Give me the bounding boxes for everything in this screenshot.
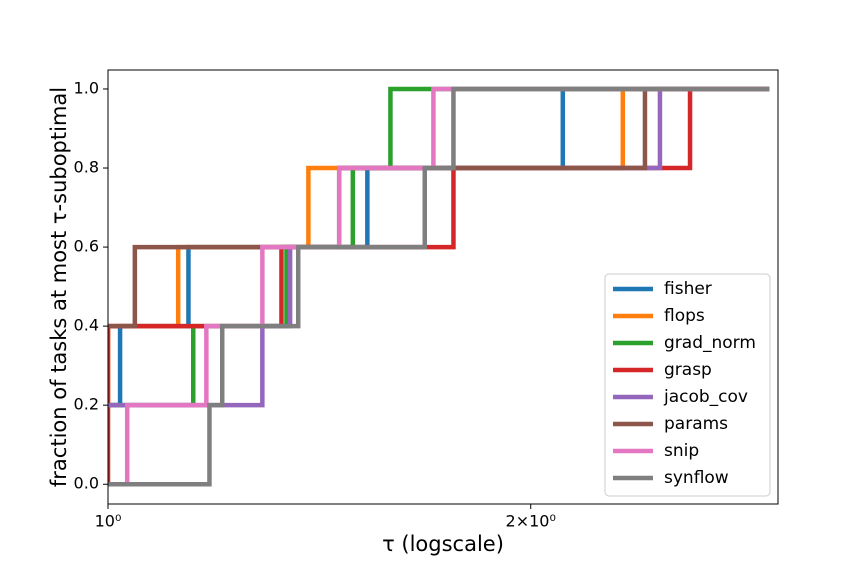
- y-tick-label: 0.4: [74, 316, 99, 335]
- plot-area: [108, 86, 770, 487]
- series-line: [108, 86, 770, 485]
- y-tick-label: 0.2: [74, 395, 99, 414]
- y-tick-label: 0.8: [74, 158, 99, 177]
- x-axis-label: τ (logscale): [382, 532, 504, 556]
- plot-frame: [107, 69, 779, 505]
- series-line: [108, 86, 770, 487]
- legend-label: grad_norm: [664, 333, 756, 353]
- legend-label: fisher: [664, 279, 712, 299]
- legend-label: snip: [664, 441, 699, 461]
- y-axis-label: fraction of tasks at most τ-suboptimal: [47, 87, 71, 487]
- y-tick-label: 1.0: [74, 78, 99, 97]
- legend-label: flops: [664, 306, 705, 326]
- legend-label: grasp: [664, 360, 712, 380]
- x-tick-label: 10⁰: [95, 512, 122, 531]
- y-tick-label: 0.0: [74, 474, 99, 493]
- legend-label: params: [664, 414, 728, 434]
- legend-label: synflow: [664, 468, 729, 488]
- legend-label: jacob_cov: [663, 387, 748, 407]
- series-line: [108, 86, 770, 487]
- y-tick-label: 0.6: [74, 237, 99, 256]
- x-tick-label: 2×10⁰: [506, 512, 556, 531]
- legend-box: [604, 273, 771, 497]
